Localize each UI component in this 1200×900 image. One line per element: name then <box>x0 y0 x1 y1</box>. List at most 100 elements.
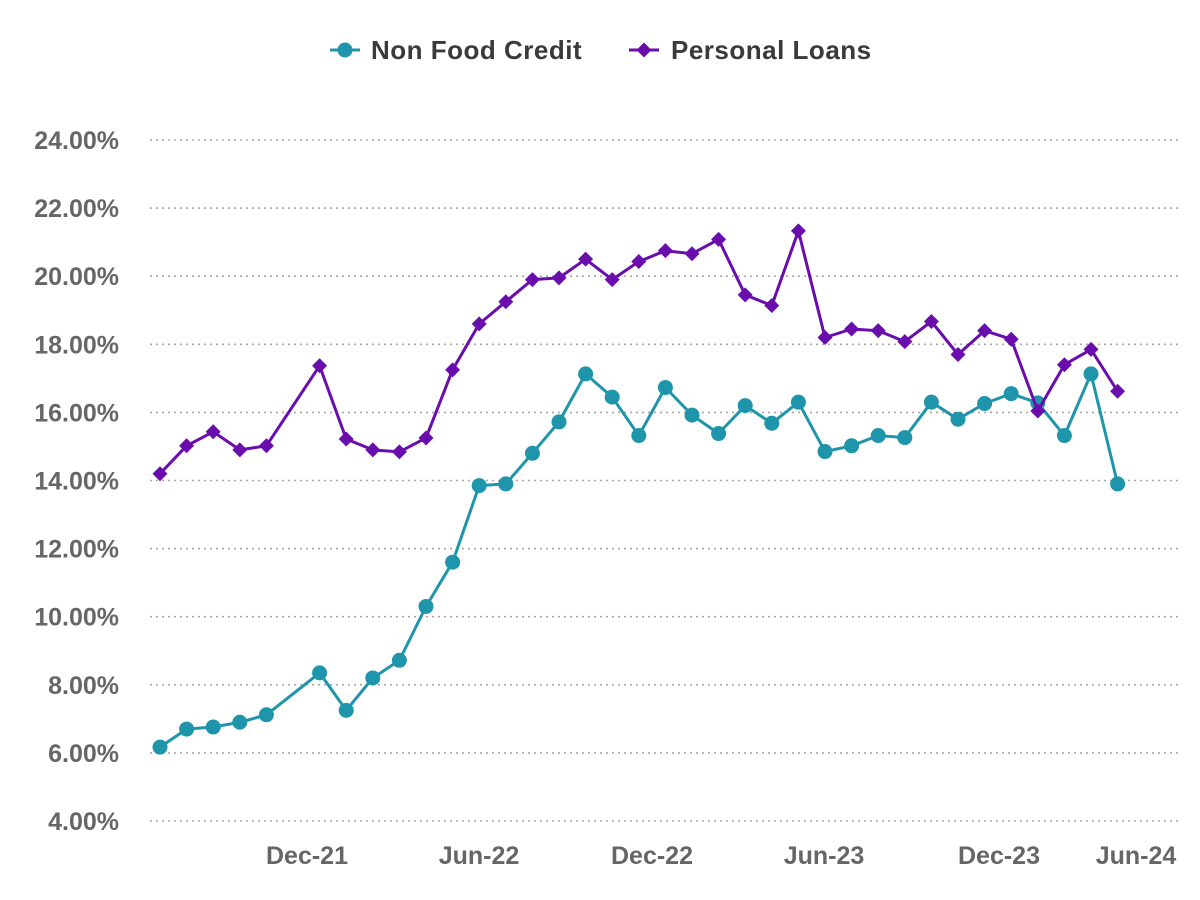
legend-marker <box>636 42 652 58</box>
data-point <box>737 287 753 303</box>
data-point <box>1110 383 1126 399</box>
data-point <box>418 430 434 446</box>
data-point <box>684 407 700 423</box>
data-point <box>578 251 594 267</box>
data-point <box>232 714 248 730</box>
data-point <box>817 444 833 460</box>
series-non-food-credit <box>152 366 1126 755</box>
data-point <box>258 438 274 454</box>
x-tick-label: Jun-24 <box>1096 842 1177 870</box>
data-point <box>391 652 407 668</box>
data-point <box>524 445 540 461</box>
y-tick-label: 6.00% <box>48 740 119 768</box>
data-point <box>524 272 540 288</box>
data-point <box>1056 428 1072 444</box>
data-point <box>179 721 195 737</box>
data-point <box>1110 476 1126 492</box>
data-point <box>365 442 381 458</box>
data-point <box>711 231 727 247</box>
legend-label: Personal Loans <box>671 35 872 65</box>
series-personal-loans <box>152 223 1126 482</box>
data-point <box>977 323 993 339</box>
data-point <box>179 438 195 454</box>
data-point <box>657 243 673 259</box>
data-point <box>498 476 514 492</box>
data-point <box>604 389 620 405</box>
data-point <box>551 270 567 286</box>
data-point <box>950 411 966 427</box>
data-point <box>923 313 939 329</box>
data-point <box>232 442 248 458</box>
y-axis-labels: 4.00% 6.00% 8.00% 10.00% 12.00% 14.00% 16.00% 1… <box>34 127 119 836</box>
legend-label: Non Food Credit <box>371 35 582 65</box>
y-tick-label: 22.00% <box>34 195 119 223</box>
data-point <box>844 321 860 337</box>
data-point <box>152 739 168 755</box>
data-point <box>684 246 700 262</box>
data-point <box>790 394 806 410</box>
y-tick-label: 20.00% <box>34 263 119 291</box>
data-point <box>365 670 381 686</box>
data-point <box>1083 366 1099 382</box>
data-point <box>790 223 806 239</box>
data-point <box>445 362 461 378</box>
data-point <box>897 430 913 446</box>
data-point <box>551 414 567 430</box>
data-point <box>1083 341 1099 357</box>
data-point <box>471 478 487 494</box>
data-point <box>817 329 833 345</box>
x-tick-label: Dec-21 <box>266 842 348 870</box>
y-tick-label: 12.00% <box>34 536 119 564</box>
data-point <box>152 466 168 482</box>
legend: Non Food Credit Personal Loans <box>330 35 872 65</box>
x-tick-label: Dec-23 <box>958 842 1040 870</box>
data-point <box>604 272 620 288</box>
data-point <box>764 297 780 313</box>
data-point <box>205 424 221 440</box>
data-point <box>338 702 354 718</box>
y-tick-label: 14.00% <box>34 468 119 496</box>
data-point <box>445 554 461 570</box>
data-point <box>1003 331 1019 347</box>
data-point <box>391 444 407 460</box>
legend-item: Non Food Credit <box>330 35 582 65</box>
gridlines <box>150 139 1178 822</box>
data-point <box>977 396 993 412</box>
data-point <box>1003 386 1019 402</box>
data-point <box>870 323 886 339</box>
data-point <box>844 438 860 454</box>
data-point <box>950 347 966 363</box>
data-point <box>418 598 434 614</box>
y-tick-label: 8.00% <box>48 672 119 700</box>
legend-item: Personal Loans <box>629 35 872 65</box>
y-tick-label: 16.00% <box>34 399 119 427</box>
x-tick-label: Dec-22 <box>611 842 693 870</box>
y-tick-label: 4.00% <box>48 808 119 836</box>
series-line <box>158 229 1119 475</box>
data-point <box>205 719 221 735</box>
data-point <box>1030 403 1046 419</box>
x-axis-labels: Dec-21 Jun-22 Dec-22 Jun-23 Dec-23 Jun-24 <box>266 842 1176 870</box>
data-point <box>764 415 780 431</box>
data-point <box>711 426 727 442</box>
x-tick-label: Jun-23 <box>784 842 865 870</box>
data-point <box>312 665 328 681</box>
y-tick-label: 24.00% <box>34 127 119 155</box>
y-tick-label: 10.00% <box>34 604 119 632</box>
data-point <box>657 380 673 396</box>
data-point <box>631 428 647 444</box>
data-point <box>338 431 354 447</box>
legend-marker <box>337 42 353 58</box>
data-point <box>737 398 753 414</box>
data-point <box>631 254 647 270</box>
x-tick-label: Jun-22 <box>439 842 520 870</box>
data-point <box>258 707 274 723</box>
y-tick-label: 18.00% <box>34 331 119 359</box>
data-point <box>923 394 939 410</box>
data-point <box>578 366 594 382</box>
data-point <box>1056 357 1072 373</box>
data-point <box>897 334 913 350</box>
data-point <box>471 316 487 332</box>
